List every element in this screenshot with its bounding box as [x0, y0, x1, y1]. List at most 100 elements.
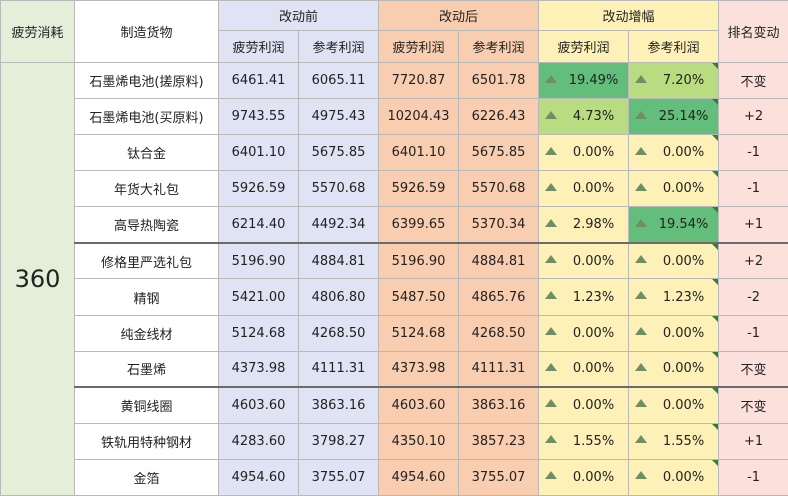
before-fatigue-profit: 4373.98 [218, 350, 299, 388]
before-ref-profit: 3863.16 [297, 386, 380, 424]
comment-marker-icon [712, 279, 718, 286]
rank-change: +2 [718, 241, 788, 280]
after-ref-profit: 4111.31 [458, 350, 540, 388]
up-triangle-icon [635, 435, 648, 444]
change-ref-profit: 7.20% [628, 61, 720, 100]
after-ref-profit: 3863.16 [458, 386, 540, 424]
subheader-after-ref-profit: 参考利润 [458, 30, 540, 63]
before-ref-profit: 6065.11 [297, 61, 380, 100]
up-triangle-icon [545, 110, 558, 119]
change-ref-profit: 1.55% [628, 422, 720, 460]
after-fatigue-profit: 7720.87 [378, 61, 460, 100]
after-fatigue-profit: 5196.90 [378, 241, 460, 280]
subheader-before-ref-profit: 参考利润 [297, 30, 380, 63]
comment-marker-icon [712, 460, 718, 466]
after-fatigue-profit: 6401.10 [378, 134, 460, 172]
change-fatigue-profit: 0.00% [538, 350, 630, 388]
after-ref-profit: 5675.85 [458, 134, 540, 172]
table-row: 精钢 5421.00 4806.80 5487.50 4865.76 1.23% 1.23%… [1, 278, 788, 316]
header-after: 改动后 [378, 0, 540, 31]
after-fatigue-profit: 5926.59 [378, 170, 460, 208]
change-fatigue-profit: 0.00% [538, 134, 630, 172]
up-triangle-icon [635, 362, 648, 371]
up-triangle-icon [545, 435, 558, 444]
change-fatigue-profit: 4.73% [538, 98, 630, 136]
up-triangle-icon [545, 74, 558, 83]
change-value: 0.00% [572, 397, 615, 413]
change-value: 0.00% [662, 361, 705, 377]
table-row: 纯金线材 5124.68 4268.50 5124.68 4268.50 0.00% 0.0… [1, 314, 788, 352]
change-ref-profit: 1.23% [628, 278, 720, 316]
change-fatigue-profit: 0.00% [538, 241, 630, 280]
subheader-after-fatigue-profit: 疲劳利润 [378, 30, 460, 63]
after-ref-profit: 3857.23 [458, 422, 540, 460]
after-fatigue-profit: 10204.43 [378, 98, 460, 136]
rank-change: +1 [718, 422, 788, 460]
change-fatigue-profit: 2.98% [538, 206, 630, 244]
before-fatigue-profit: 6461.41 [218, 61, 299, 100]
rank-change: +2 [718, 98, 788, 136]
after-ref-profit: 5370.34 [458, 206, 540, 244]
up-triangle-icon [545, 327, 558, 336]
before-fatigue-profit: 4954.60 [218, 458, 299, 496]
before-fatigue-profit: 4603.60 [218, 386, 299, 424]
before-ref-profit: 4111.31 [297, 350, 380, 388]
change-ref-profit: 0.00% [628, 241, 720, 280]
after-ref-profit: 4268.50 [458, 314, 540, 352]
before-ref-profit: 5675.85 [297, 134, 380, 172]
after-ref-profit: 4865.76 [458, 278, 540, 316]
change-fatigue-profit: 1.55% [538, 422, 630, 460]
up-triangle-icon [635, 399, 648, 408]
before-ref-profit: 3755.07 [297, 458, 380, 496]
up-triangle-icon [545, 146, 558, 155]
comment-marker-icon [712, 135, 718, 142]
header-rank: 排名变动 [718, 0, 788, 63]
change-value: 0.00% [662, 397, 705, 413]
change-fatigue-profit: 0.00% [538, 314, 630, 352]
before-ref-profit: 4268.50 [297, 314, 380, 352]
change-fatigue-profit: 1.23% [538, 278, 630, 316]
change-value: 19.49% [568, 73, 619, 89]
rank-change: -1 [718, 458, 788, 496]
rank-change: -1 [718, 170, 788, 208]
goods-name: 黄铜线圈 [74, 386, 219, 424]
table-row: 石墨烯 4373.98 4111.31 4373.98 4111.31 0.00% 0.00… [1, 350, 788, 388]
before-fatigue-profit: 5926.59 [218, 170, 299, 208]
up-triangle-icon [635, 74, 648, 83]
change-fatigue-profit: 0.00% [538, 170, 630, 208]
change-value: 0.00% [662, 253, 705, 269]
goods-name: 石墨烯 [74, 350, 219, 388]
change-value: 0.00% [662, 469, 705, 485]
comment-marker-icon [712, 99, 718, 106]
change-value: 1.55% [572, 433, 615, 449]
table-row: 石墨烯电池(买原料) 9743.55 4975.43 10204.43 6226.43 4… [1, 98, 788, 136]
up-triangle-icon [545, 362, 558, 371]
comment-marker-icon [712, 244, 718, 250]
change-value: 25.14% [658, 109, 709, 125]
header-before: 改动前 [217, 0, 380, 31]
subheader-before-fatigue-profit: 疲劳利润 [218, 30, 299, 63]
subheader-change-ref-profit: 参考利润 [628, 30, 720, 63]
fatigue-value: 360 [0, 62, 75, 496]
change-ref-profit: 0.00% [628, 134, 720, 172]
change-value: 0.00% [572, 253, 615, 269]
before-ref-profit: 4884.81 [297, 241, 380, 280]
before-fatigue-profit: 9743.55 [218, 98, 299, 136]
change-ref-profit: 0.00% [628, 350, 720, 388]
goods-name: 修格里严选礼包 [74, 241, 219, 280]
header-fatigue: 疲劳消耗 [0, 0, 75, 63]
change-value: 0.00% [572, 469, 615, 485]
change-value: 0.00% [572, 145, 615, 161]
comment-marker-icon [712, 424, 718, 430]
table-row: 钛合金 6401.10 5675.85 6401.10 5675.85 0.00% 0.00… [1, 134, 788, 172]
change-fatigue-profit: 0.00% [538, 386, 630, 424]
goods-name: 高导热陶瓷 [74, 206, 219, 244]
table-row: 360 石墨烯电池(搓原料) 6461.41 6065.11 7720.87 6501.7… [0, 61, 788, 496]
up-triangle-icon [545, 218, 558, 227]
comment-marker-icon [712, 316, 718, 322]
table-row: 铁轨用特种钢材 4283.60 3798.27 4350.10 3857.23 1.55%… [1, 422, 788, 460]
rank-change: 不变 [718, 350, 788, 388]
change-value: 2.98% [572, 217, 615, 233]
table-row: 黄铜线圈 4603.60 3863.16 4603.60 3863.16 0.00% 0.0… [1, 386, 788, 424]
